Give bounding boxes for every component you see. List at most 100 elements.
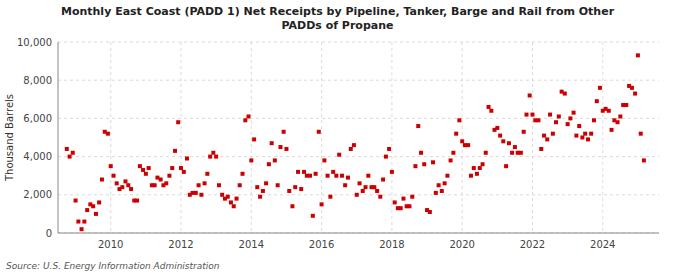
- point: [390, 170, 394, 174]
- x-tick-label: 2022: [520, 239, 545, 250]
- point: [639, 132, 643, 136]
- point: [522, 130, 526, 134]
- point: [630, 86, 634, 90]
- chart: Monthly East Coast (PADD 1) Net Receipts…: [0, 0, 675, 275]
- point: [182, 170, 186, 174]
- point: [229, 200, 233, 204]
- point: [583, 132, 587, 136]
- point: [185, 157, 189, 161]
- point: [214, 155, 218, 159]
- point: [469, 174, 473, 178]
- point: [270, 141, 274, 145]
- point: [451, 151, 455, 155]
- point: [633, 92, 637, 96]
- point: [545, 137, 549, 141]
- point: [243, 118, 247, 122]
- point: [331, 170, 335, 174]
- point: [548, 113, 552, 117]
- point: [106, 132, 110, 136]
- x-grid-line: [391, 42, 392, 233]
- point: [563, 92, 567, 96]
- point: [284, 147, 288, 151]
- point: [607, 109, 611, 113]
- point: [624, 103, 628, 107]
- point: [428, 210, 432, 214]
- point: [595, 99, 599, 103]
- point: [489, 109, 493, 113]
- point: [475, 172, 479, 176]
- point: [378, 195, 382, 199]
- x-grid-line: [181, 42, 182, 233]
- point: [226, 195, 230, 199]
- point: [232, 204, 236, 208]
- point: [123, 179, 127, 183]
- point: [238, 183, 242, 187]
- point: [346, 176, 350, 180]
- point: [364, 185, 368, 189]
- point: [372, 185, 376, 189]
- point: [592, 118, 596, 122]
- point: [393, 200, 397, 204]
- point: [138, 164, 142, 168]
- x-grid-line: [251, 42, 252, 233]
- y-tick-label: 0: [46, 228, 52, 239]
- point: [147, 166, 151, 170]
- point: [566, 122, 570, 126]
- point: [74, 199, 78, 203]
- point: [530, 113, 534, 117]
- point: [308, 174, 312, 178]
- point: [82, 220, 86, 224]
- point: [519, 151, 523, 155]
- point: [112, 174, 116, 178]
- point: [478, 166, 482, 170]
- point: [536, 118, 540, 122]
- point: [539, 147, 543, 151]
- x-tick-label: 2018: [379, 239, 404, 250]
- point: [153, 183, 157, 187]
- point: [513, 145, 517, 149]
- point: [278, 145, 282, 149]
- point: [246, 114, 250, 118]
- point: [159, 178, 163, 182]
- point: [495, 126, 499, 130]
- point: [276, 183, 280, 187]
- x-axis-line: [58, 233, 659, 234]
- point: [466, 143, 470, 147]
- point: [282, 130, 286, 134]
- point: [120, 185, 124, 189]
- point: [337, 153, 341, 157]
- point: [194, 191, 198, 195]
- y-tick-label: 8,000: [23, 75, 52, 86]
- point: [366, 174, 370, 178]
- point: [322, 158, 326, 162]
- point: [487, 105, 491, 109]
- x-tick-label: 2024: [590, 239, 615, 250]
- point: [109, 164, 113, 168]
- x-tick-label: 2014: [239, 239, 264, 250]
- point: [320, 202, 324, 206]
- point: [454, 132, 458, 136]
- point: [586, 137, 590, 141]
- title: Monthly East Coast (PADD 1) Net Receipts…: [61, 5, 615, 32]
- source-annotation: Source: U.S. Energy Information Administ…: [6, 261, 220, 271]
- point: [170, 166, 174, 170]
- point: [252, 137, 256, 141]
- point: [449, 158, 453, 162]
- point: [460, 139, 464, 143]
- point: [258, 195, 262, 199]
- point: [115, 181, 119, 185]
- point: [255, 185, 259, 189]
- point: [355, 193, 359, 197]
- point: [557, 114, 561, 118]
- point: [97, 200, 101, 204]
- point: [167, 174, 171, 178]
- point: [261, 189, 265, 193]
- point: [501, 139, 505, 143]
- point: [422, 162, 426, 166]
- point: [302, 170, 306, 174]
- point: [399, 206, 403, 210]
- y-tick-label: 10,000: [17, 37, 52, 48]
- point: [326, 174, 330, 178]
- point: [164, 181, 168, 185]
- point: [542, 134, 546, 138]
